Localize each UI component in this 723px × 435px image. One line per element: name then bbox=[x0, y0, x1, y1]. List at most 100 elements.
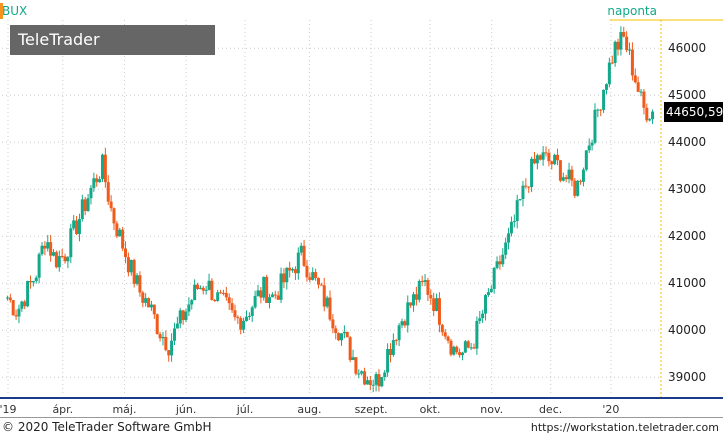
workstation-logo: TeleTrader WorkStation bbox=[10, 25, 215, 79]
y-tick-label: 43000 bbox=[668, 182, 706, 196]
candle-body bbox=[270, 294, 274, 298]
candle-body bbox=[305, 265, 309, 278]
candle-body bbox=[633, 75, 637, 83]
y-tick-label: 44000 bbox=[668, 135, 706, 149]
candle-body bbox=[524, 185, 528, 187]
candle-body bbox=[244, 316, 248, 321]
candle-body bbox=[299, 245, 303, 253]
candle-body bbox=[291, 269, 295, 271]
candle-body bbox=[371, 384, 375, 386]
x-axis-ticks: '19 ápr. máj. jún. júl. aug. szept. okt. nov. dec… bbox=[0, 403, 619, 416]
candle-body bbox=[92, 178, 96, 188]
candle-body bbox=[538, 155, 542, 160]
candle-body bbox=[532, 158, 536, 164]
candle-body bbox=[518, 198, 522, 201]
website-link[interactable]: https://workstation.teletrader.com bbox=[530, 421, 719, 434]
candle-body bbox=[265, 276, 269, 303]
candle-body bbox=[106, 182, 110, 202]
candle-body bbox=[651, 111, 655, 120]
candle-body bbox=[602, 89, 606, 110]
footer-divider bbox=[0, 417, 723, 418]
candle-body bbox=[293, 269, 297, 274]
candle-body bbox=[432, 298, 436, 311]
chart-gridlines bbox=[2, 20, 660, 396]
candle-body bbox=[40, 245, 44, 255]
symbol-title: BUX bbox=[2, 4, 28, 18]
y-axis-ticks: 39000 40000 41000 42000 43000 44000 45000 46000 bbox=[668, 41, 706, 384]
candle-body bbox=[512, 220, 516, 222]
candle-body bbox=[126, 257, 130, 273]
candle-body bbox=[348, 337, 352, 361]
candle-body bbox=[481, 313, 485, 319]
candle-body bbox=[501, 254, 505, 265]
candle-body bbox=[34, 277, 38, 282]
candle-body bbox=[616, 41, 620, 50]
candle-body bbox=[279, 273, 283, 300]
candle-body bbox=[112, 208, 116, 224]
candle-body bbox=[43, 245, 47, 249]
candle-body bbox=[541, 152, 545, 160]
candle-body bbox=[377, 374, 381, 387]
candle-body bbox=[152, 304, 156, 315]
candle-body bbox=[98, 179, 102, 183]
candle-body bbox=[556, 154, 560, 161]
candle-body bbox=[388, 348, 392, 355]
candle-body bbox=[354, 357, 358, 374]
candle-body bbox=[285, 267, 289, 283]
candle-body bbox=[256, 290, 260, 296]
candle-body bbox=[642, 91, 646, 108]
candle-body bbox=[242, 320, 246, 330]
logo-brand: TeleTrader bbox=[18, 30, 100, 49]
candle-body bbox=[296, 252, 300, 274]
candle-body bbox=[573, 180, 577, 196]
candle-body bbox=[80, 199, 84, 220]
candle-body bbox=[423, 280, 427, 282]
candle-body bbox=[331, 319, 335, 329]
candle-body bbox=[435, 298, 439, 311]
x-tick-label: ápr. bbox=[52, 403, 73, 416]
candle-body bbox=[460, 352, 464, 356]
candle-body bbox=[400, 321, 404, 326]
candle-body bbox=[49, 242, 53, 256]
x-tick-label: aug. bbox=[297, 403, 321, 416]
candle-body bbox=[37, 254, 41, 278]
candle-body bbox=[489, 288, 493, 293]
candle-body bbox=[648, 119, 652, 121]
candle-body bbox=[207, 280, 211, 290]
candle-body bbox=[515, 200, 519, 221]
symbol-accent-bar bbox=[0, 3, 3, 19]
x-tick-label: jún. bbox=[175, 403, 197, 416]
candle-body bbox=[204, 289, 208, 291]
candle-body bbox=[31, 281, 35, 283]
candle-body bbox=[233, 310, 237, 318]
candle-body bbox=[363, 371, 367, 385]
candle-body bbox=[282, 273, 286, 283]
candle-body bbox=[564, 177, 568, 180]
candle-body bbox=[46, 242, 50, 249]
candle-body bbox=[141, 292, 145, 303]
x-tick-label: okt. bbox=[420, 403, 441, 416]
y-tick-label: 40000 bbox=[668, 323, 706, 337]
candle-body bbox=[636, 82, 640, 92]
candle-body bbox=[167, 350, 171, 356]
candle-body bbox=[268, 297, 272, 303]
candle-body bbox=[72, 220, 76, 229]
period-label[interactable]: naponta bbox=[607, 4, 657, 18]
x-tick-label: máj. bbox=[112, 403, 136, 416]
candle-body bbox=[576, 180, 580, 196]
candle-body bbox=[527, 186, 531, 188]
candle-body bbox=[69, 228, 73, 258]
candle-body bbox=[383, 372, 387, 378]
candle-body bbox=[357, 373, 361, 375]
candle-body bbox=[547, 153, 551, 162]
candle-body bbox=[155, 314, 159, 335]
candle-body bbox=[311, 272, 315, 280]
candle-body bbox=[230, 303, 234, 311]
candle-body bbox=[172, 328, 176, 341]
candle-body bbox=[426, 280, 430, 295]
candle-body bbox=[587, 145, 591, 151]
candle-body bbox=[273, 294, 277, 296]
candle-body bbox=[219, 292, 223, 294]
candle-body bbox=[417, 280, 421, 300]
candle-body bbox=[639, 91, 643, 93]
